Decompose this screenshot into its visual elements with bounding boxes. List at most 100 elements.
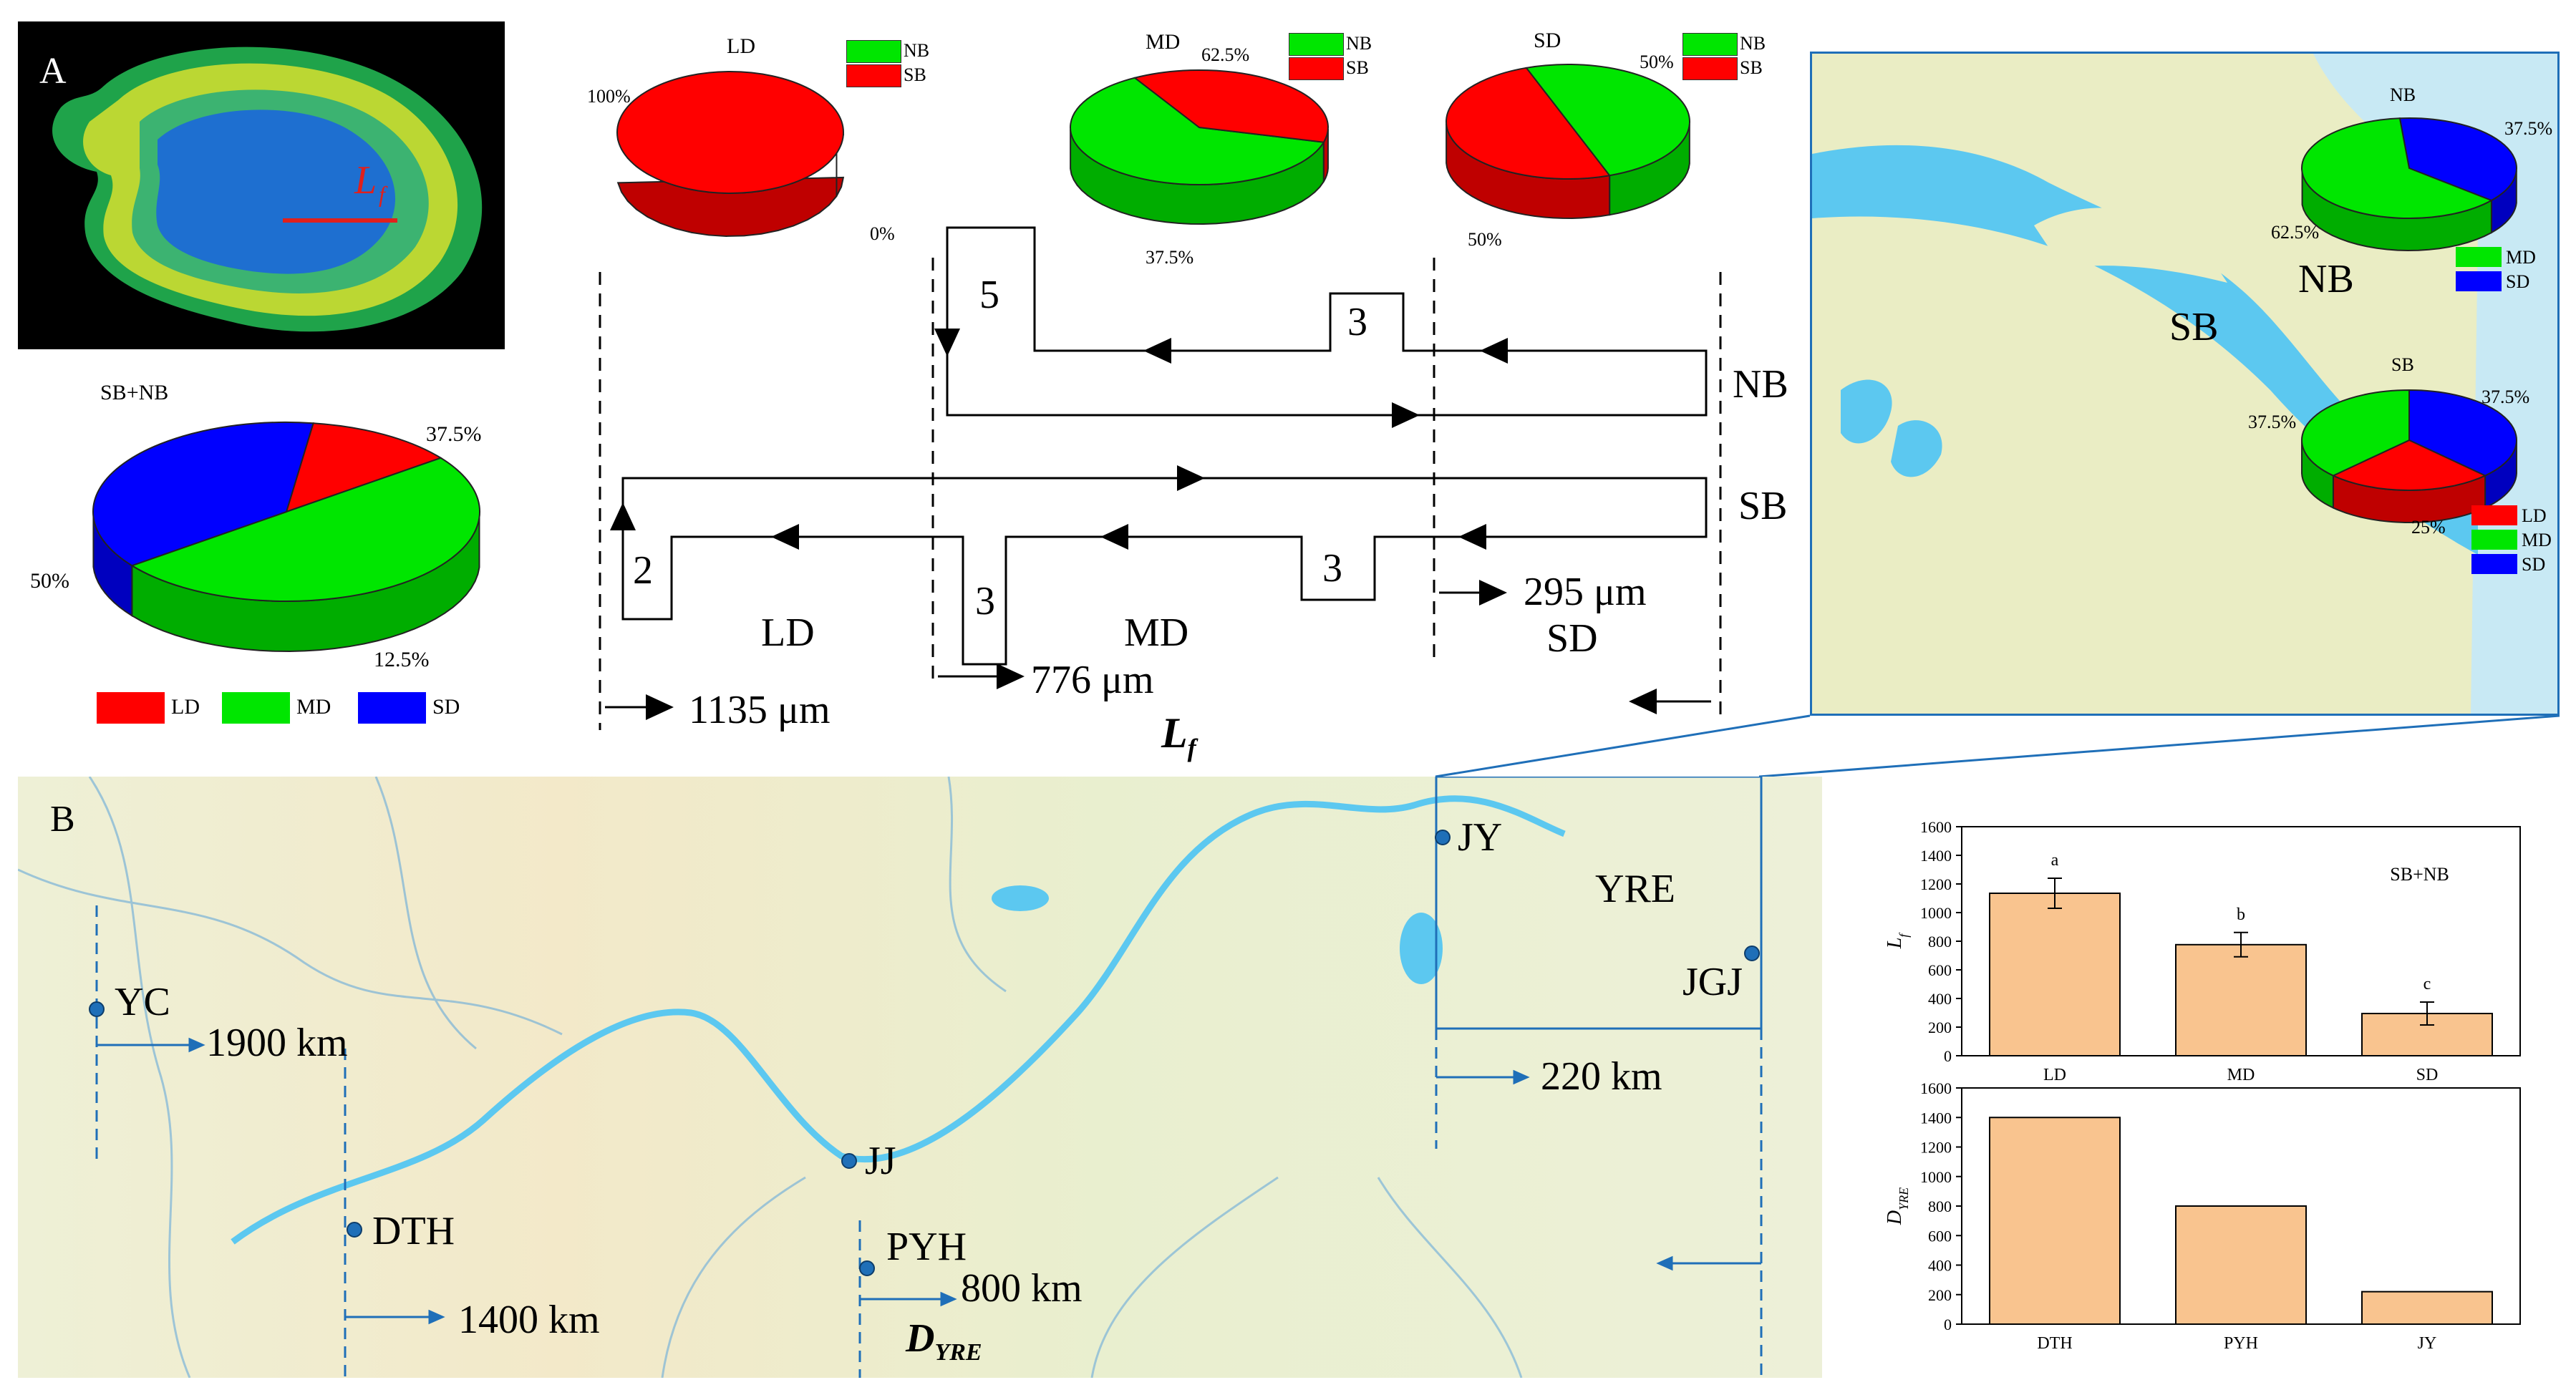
y-tick-label: 400 xyxy=(1928,1257,1952,1275)
y-axis-label: DYRE xyxy=(1884,1187,1911,1225)
nb-md-count: 5 xyxy=(979,273,999,317)
pie-slice-nb xyxy=(1525,64,1690,177)
pie-slice-sb xyxy=(616,71,845,194)
pie-slice-sd xyxy=(92,422,314,567)
sd-legend-label: SD xyxy=(2506,271,2530,292)
lf-otolith-label: L xyxy=(354,158,377,203)
nb-swatch xyxy=(1682,33,1738,56)
y-tick-label: 200 xyxy=(1928,1019,1952,1036)
inset-sb-pie xyxy=(2301,389,2517,524)
pie-slice-sb xyxy=(1445,67,1611,180)
sb-legend-label: SB xyxy=(904,64,926,85)
md-legend-label: MD xyxy=(2522,530,2552,550)
significance-letter: a xyxy=(2051,851,2059,870)
site-jy-label: JY xyxy=(1458,815,1503,860)
site-pyh-dot xyxy=(859,1260,875,1276)
zone-md-label: MD xyxy=(1124,611,1189,655)
pie-slice-md xyxy=(2301,117,2494,219)
inset-nb-pie xyxy=(2301,117,2517,251)
bar-charts: 0 200 400 600 800 1000 1200 1400 1600 a LD b MD c SD SB… xyxy=(1884,818,2521,1353)
sd-pie xyxy=(1445,64,1690,219)
site-jgj-label: JGJ xyxy=(1682,960,1743,1004)
y-tick-label: 1000 xyxy=(1920,904,1952,922)
legend-ld-swatch xyxy=(97,692,165,724)
yre-box xyxy=(1435,775,1763,1030)
x-tick-label: PYH xyxy=(2224,1334,2258,1353)
total-pie-legend: LD MD SD xyxy=(97,691,526,726)
dyre-axis-label: DYRE xyxy=(906,1316,982,1366)
site-pyh-label: PYH xyxy=(886,1225,967,1269)
nb-swatch xyxy=(846,40,901,63)
y-tick-label: 1200 xyxy=(1920,875,1952,893)
pie-slice-ld xyxy=(2331,439,2487,491)
pie-slice-sd xyxy=(2398,117,2517,202)
significance-letter: b xyxy=(2237,905,2245,924)
nb-legend-label: NB xyxy=(1740,33,1766,54)
otolith-drawing: L f xyxy=(52,47,483,332)
sb-swatch xyxy=(1289,57,1344,80)
site-jj-dot xyxy=(841,1153,857,1169)
site-dth-label: DTH xyxy=(372,1209,455,1253)
site-jy-distance: 220 km xyxy=(1541,1054,1662,1099)
sd-pie-sb-pct: 50% xyxy=(1468,229,1502,250)
chart-title: SB+NB xyxy=(2390,864,2449,885)
y-tick-label: 1400 xyxy=(1920,847,1952,865)
sd-distance: 295 μm xyxy=(1524,570,1647,614)
y-tick-label: 0 xyxy=(1944,1316,1952,1333)
flow-nb-label: NB xyxy=(1733,362,1788,407)
md-distance: 776 μm xyxy=(1031,658,1154,702)
ld-distance: 1135 μm xyxy=(689,688,831,732)
y-tick-label: 800 xyxy=(1928,1197,1952,1215)
site-dth-distance: 1400 km xyxy=(458,1298,600,1342)
nb-legend-label: NB xyxy=(1346,33,1372,54)
legend-md-label: MD xyxy=(296,695,331,719)
x-tick-label: DTH xyxy=(2037,1334,2072,1353)
inset-nb-pie-title: NB xyxy=(2390,84,2416,105)
ld-pie-title: LD xyxy=(727,34,755,58)
x-tick-label: MD xyxy=(2227,1066,2255,1084)
dyre-bar-chart: 0 200 400 600 800 1000 1200 1400 1600 DTH PYH JY DYR… xyxy=(1884,1079,2521,1353)
bar-md xyxy=(2175,943,2307,1056)
total-pie-ld-pct: 12.5% xyxy=(374,648,430,671)
y-tick-label: 600 xyxy=(1928,961,1952,979)
inset-sb-pct-ld: 25% xyxy=(2411,517,2446,538)
md-pie-nb-pct: 62.5% xyxy=(1201,44,1250,65)
pie-slice-md xyxy=(2301,389,2410,477)
y-tick-label: 1600 xyxy=(1920,1079,1952,1097)
panel-b-letter: B xyxy=(50,799,75,840)
panel-a-letter: A xyxy=(39,51,67,92)
pie-slice-nb xyxy=(1070,77,1325,185)
y-tick-label: 1000 xyxy=(1920,1168,1952,1186)
inset-sb-pie-title: SB xyxy=(2391,354,2414,375)
sd-swatch xyxy=(2456,271,2502,291)
site-jj-label: JJ xyxy=(865,1139,896,1183)
ld-pie xyxy=(616,71,845,237)
inset-sb-label: SB xyxy=(2169,305,2219,349)
y-tick-label: 1400 xyxy=(1920,1109,1952,1127)
bar-pyh xyxy=(2175,1205,2307,1325)
inset-sb-pct-md: 37.5% xyxy=(2248,412,2297,432)
flow-diagram xyxy=(599,226,1722,730)
sd-legend-label: SD xyxy=(2522,554,2546,575)
site-pyh-distance: 800 km xyxy=(961,1266,1083,1311)
inset-nb-pct-sd: 37.5% xyxy=(2504,118,2553,139)
lf-axis-label: Lf xyxy=(1161,709,1196,762)
x-tick-label: JY xyxy=(2418,1334,2437,1353)
pie-slice-sd xyxy=(2408,389,2517,477)
yre-label: YRE xyxy=(1595,867,1675,911)
ld-pie-sb-pct: 100% xyxy=(587,86,631,107)
ld-legend-label: LD xyxy=(2522,505,2547,526)
sd-pie-title: SD xyxy=(1534,29,1561,52)
nb-legend-label: NB xyxy=(904,40,930,61)
otolith-image: L f A xyxy=(18,21,505,349)
bar-jy xyxy=(2361,1291,2493,1325)
legend-sd-label: SD xyxy=(432,695,460,719)
inset-sb-pct-sd: 37.5% xyxy=(2481,387,2530,407)
sb-legend-label: SB xyxy=(1740,57,1763,78)
legend-md-swatch xyxy=(222,692,290,724)
total-pie-sd-pct: 37.5% xyxy=(426,422,482,446)
legend-sd-swatch xyxy=(358,692,426,724)
site-yc-dot xyxy=(89,1001,105,1017)
site-jy-dot xyxy=(1435,830,1451,845)
site-yc-distance: 1900 km xyxy=(206,1021,348,1065)
